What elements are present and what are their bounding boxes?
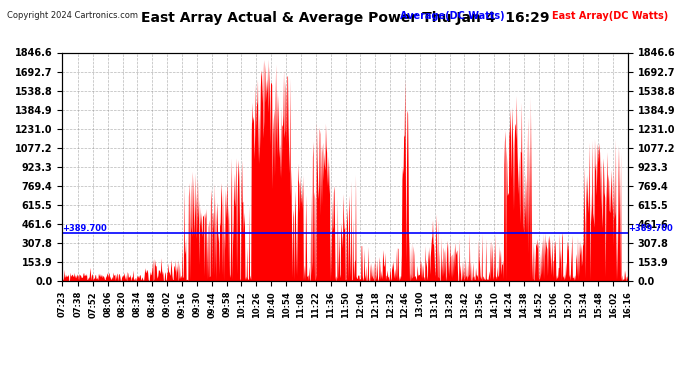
Text: +389.700: +389.700 bbox=[62, 224, 107, 233]
Text: East Array(DC Watts): East Array(DC Watts) bbox=[552, 11, 668, 21]
Text: East Array Actual & Average Power Thu Jan 4  16:29: East Array Actual & Average Power Thu Ja… bbox=[141, 11, 549, 25]
Text: +389.700: +389.700 bbox=[628, 224, 673, 233]
Text: Copyright 2024 Cartronics.com: Copyright 2024 Cartronics.com bbox=[7, 11, 138, 20]
Text: Average(DC Watts): Average(DC Watts) bbox=[400, 11, 505, 21]
